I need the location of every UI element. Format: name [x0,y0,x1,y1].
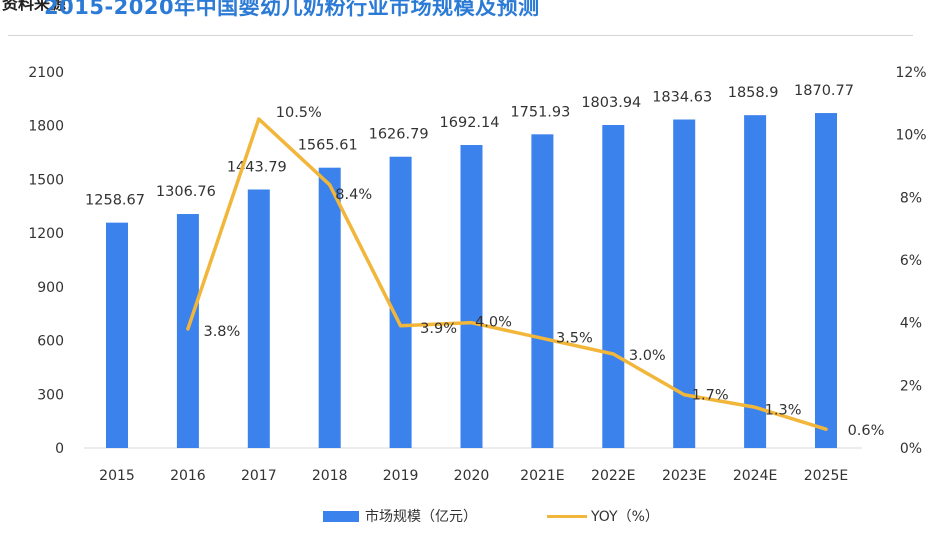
yoy-value-label: 1.7% [692,388,729,404]
left-axis-tick-label: 900 [37,280,64,296]
x-axis-tick-label: 2017 [241,468,277,484]
yoy-value-label: 4.0% [475,315,512,331]
right-axis-tick-label: 2% [900,378,922,394]
bar [815,113,837,448]
legend-bar-swatch [323,510,359,522]
x-axis-tick-label: 2019 [383,468,419,484]
line-series [186,117,828,431]
bar [389,156,412,449]
bar-label-group: 1258.67 1306.76 1443.79 1565.61 1626.79 1692.… [85,83,854,209]
x-axis-tick-label: 2022E [591,468,635,484]
right-axis-tick-label: 12% [895,65,926,81]
legend-line-swatch [547,514,587,518]
right-axis-tick-label: 10% [895,128,926,144]
right-axis-tick-label: 0% [900,441,922,457]
right-axis-tick-label: 6% [900,253,922,269]
right-axis-tick-label: 4% [900,316,922,332]
bar-value-label: 1692.14 [440,115,500,131]
legend-label-market-size: 市场规模（亿元） [365,509,477,525]
right-axis-tick-label: 8% [900,190,922,206]
legend-item-yoy: YOY（%） [547,506,659,526]
x-axis-tick-label: 2016 [170,468,206,484]
yoy-value-label: 1.3% [765,402,802,418]
x-axis-tick-label: 2025E [804,468,848,484]
chart-title: 2015-2020年中国婴幼儿奶粉行业市场规模及预测 [44,0,540,19]
x-axis-tick-label: 2024E [733,468,777,484]
bar [531,134,554,448]
right-axis: 0% 2% 4% 6% 8% 10% 12% [895,65,926,457]
bar [176,214,199,448]
yoy-value-label: 8.4% [335,187,372,203]
yoy-value-label: 10.5% [276,105,322,121]
bar-value-label: 1803.94 [581,95,641,111]
left-axis-tick-label: 600 [37,334,64,350]
bar-value-label: 1626.79 [369,127,429,143]
bar-value-label: 1258.67 [85,193,145,209]
bar-value-label: 1858.9 [728,85,779,101]
left-axis-tick-label: 2100 [28,65,64,81]
legend-label-yoy: YOY（%） [591,509,659,525]
left-axis-tick-label: 1800 [28,119,64,135]
yoy-value-label: 3.8% [203,324,240,340]
bar [460,145,483,448]
x-axis-tick-label: 2015 [99,468,135,484]
title-bar: 资料来源： 2015-2020年中国婴幼儿奶粉行业市场规模及预测 [0,0,939,30]
source-label: 资料来源： [2,0,83,13]
title-divider [8,35,913,36]
bar-series [106,113,837,449]
yoy-value-label: 3.5% [556,330,593,346]
left-axis-tick-label: 300 [37,387,64,403]
bar-value-label: 1870.77 [794,83,854,99]
bar [247,189,270,448]
bar [318,167,341,448]
bar-value-label: 1306.76 [156,184,216,200]
yoy-value-label: 3.9% [420,321,457,337]
x-axis-tick-label: 2021E [520,468,564,484]
left-axis-tick-label: 1500 [28,172,64,188]
bar-value-label: 1565.61 [298,138,358,154]
x-axis-tick-label: 2023E [662,468,706,484]
yoy-line [186,117,828,431]
bar-value-label: 1834.63 [652,90,712,106]
yoy-value-label: 0.6% [848,423,885,439]
legend: 市场规模（亿元） YOY（%） [0,506,939,530]
bar [602,125,625,448]
x-axis-tick-label: 2018 [312,468,348,484]
x-axis: 2015 2016 2017 2018 2019 2020 2021E 2022E 2023E 2… [84,447,862,484]
combo-chart: 0 300 600 900 1200 1500 1800 2100 0% 2% 4% 6% 8% 10%… [28,65,926,484]
bar [673,119,696,449]
left-axis-tick-label: 0 [55,441,64,457]
left-axis: 0 300 600 900 1200 1500 1800 2100 [28,65,64,457]
legend-item-market-size: 市场规模（亿元） [323,506,477,526]
left-axis-tick-label: 1200 [28,226,64,242]
bar-value-label: 1751.93 [510,104,570,120]
x-axis-tick-label: 2020 [454,468,490,484]
yoy-value-label: 3.0% [629,348,666,364]
bar [744,115,767,448]
bar [106,222,128,448]
bar-value-label: 1443.79 [227,159,287,175]
line-label-group: 3.8% 10.5% 8.4% 3.9% 4.0% 3.5% 3.0% 1.7% 1.3% 0.6… [203,105,884,439]
